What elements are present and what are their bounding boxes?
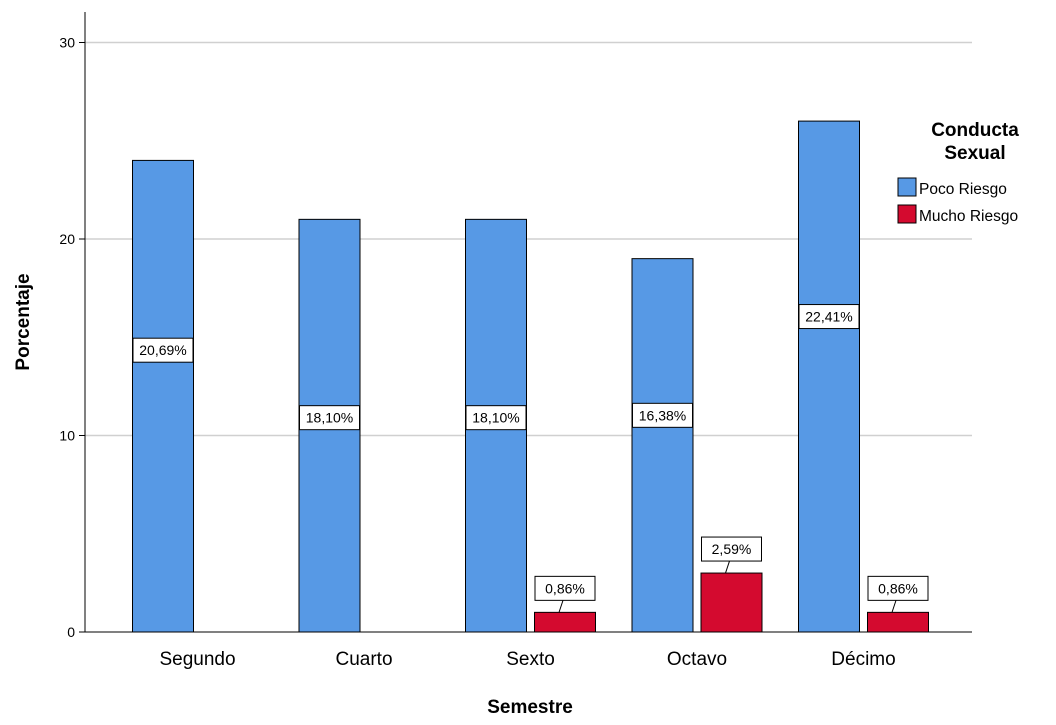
y-tick-label: 30 xyxy=(59,35,75,51)
data-label-leader xyxy=(891,600,897,613)
legend-title-line2: Sexual xyxy=(944,143,1005,164)
x-tick-label: Octavo xyxy=(667,649,727,670)
data-label: 16,38% xyxy=(639,407,686,423)
bar-poco-riesgo xyxy=(631,258,694,633)
y-axis-title: Porcentaje xyxy=(13,273,34,370)
data-labels: 20,69% 18,10% 18,10% 0,86% 16,38% 2,59% 22,41%… xyxy=(132,304,929,613)
bar-mucho-riesgo xyxy=(700,572,763,633)
legend: Conducta Sexual Poco Riesgo Mucho Riesgo xyxy=(897,120,1019,225)
legend-swatch-poco-riesgo xyxy=(897,177,917,197)
x-axis-title: Semestre xyxy=(487,697,573,718)
data-label: 2,59% xyxy=(712,541,752,557)
data-label: 0,86% xyxy=(545,580,585,596)
bar-mucho-riesgo xyxy=(534,611,596,633)
data-label-box xyxy=(798,304,860,330)
bar-poco-riesgo xyxy=(132,159,194,633)
data-label-box xyxy=(867,575,929,601)
data-label-box xyxy=(465,405,527,431)
x-tick-label: Segundo xyxy=(159,649,235,670)
data-label-box xyxy=(701,536,762,562)
data-label: 22,41% xyxy=(805,309,852,325)
y-tick-label: 0 xyxy=(67,624,75,640)
legend-label-mucho-riesgo: Mucho Riesgo xyxy=(919,208,1018,225)
x-tick-label: Décimo xyxy=(831,649,895,670)
data-label: 18,10% xyxy=(306,410,353,426)
data-label-box xyxy=(534,575,596,601)
data-label: 20,69% xyxy=(139,342,186,358)
data-label-box xyxy=(132,337,194,363)
data-label-leader xyxy=(558,600,564,613)
y-tick-label: 20 xyxy=(59,231,75,247)
data-label: 0,86% xyxy=(878,580,918,596)
legend-swatch-mucho-riesgo xyxy=(897,204,917,224)
bar-poco-riesgo xyxy=(798,120,860,633)
bars xyxy=(132,120,929,633)
legend-title-line1: Conducta xyxy=(931,120,1019,141)
data-label-leader xyxy=(725,560,730,574)
y-tick-label: 10 xyxy=(59,428,75,444)
axes: 0 10 20 30 Segundo Cuarto Sexto Octavo Décimo xyxy=(59,12,972,670)
data-label: 18,10% xyxy=(472,410,519,426)
x-tick-label: Sexto xyxy=(506,649,555,670)
data-label-box xyxy=(632,402,693,428)
legend-label-poco-riesgo: Poco Riesgo xyxy=(919,181,1007,198)
x-tick-label: Cuarto xyxy=(335,649,392,670)
data-label-box xyxy=(299,405,360,431)
bar-mucho-riesgo xyxy=(867,611,929,633)
